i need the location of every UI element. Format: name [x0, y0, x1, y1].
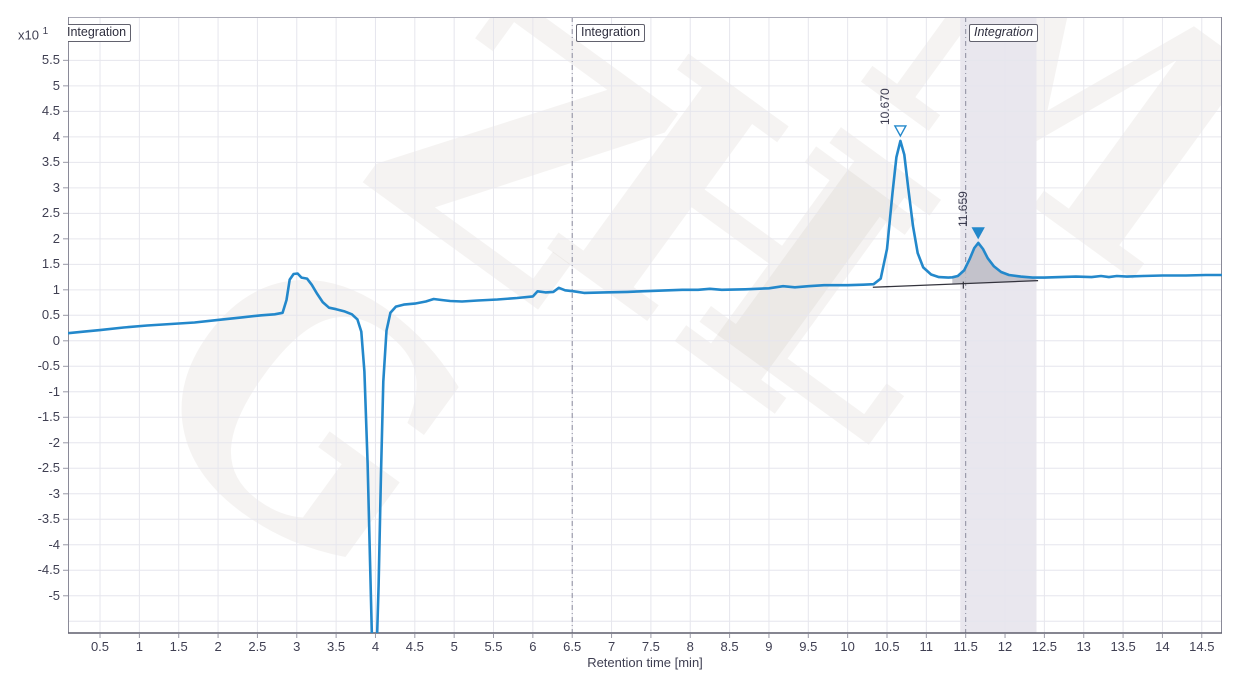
x-tick-label: 2.5	[248, 639, 267, 654]
x-tick-label: 2	[214, 639, 222, 654]
y-tick-label: 1.5	[41, 256, 60, 272]
x-tick-label: 8	[686, 639, 694, 654]
x-tick-label: 1	[135, 639, 143, 654]
y-tick-label: 5.5	[41, 52, 60, 68]
y-tick-label: -2.5	[37, 460, 60, 476]
x-tick-label: 7.5	[641, 639, 660, 654]
integration-region-label-2[interactable]: Integration	[576, 24, 646, 42]
y-tick-label: 1	[52, 281, 60, 297]
y-tick-label: 5	[52, 77, 60, 93]
x-tick-label: 3	[293, 639, 301, 654]
x-tick-label: 5.5	[484, 639, 503, 654]
x-tick-label: 4	[371, 639, 380, 654]
y-tick-label: -5	[48, 587, 60, 603]
y-tick-label: 4	[52, 128, 60, 144]
y-tick-label: -3	[48, 485, 60, 501]
y-tick-label: 0.5	[41, 307, 60, 323]
integration-region-annotations: Integration Integration Integration	[68, 17, 1222, 633]
y-tick-label: -1	[48, 383, 60, 399]
y-tick-label: 3	[52, 179, 60, 195]
y-tick-label: -4	[48, 536, 60, 552]
x-tick-label: 11.5	[953, 639, 978, 654]
x-axis-title: Retention time [min]	[587, 655, 703, 670]
integration-region-label-3[interactable]: Integration	[969, 24, 1039, 42]
peak-apex-marker-filled	[971, 227, 985, 240]
chromatogram-trace	[68, 139, 1222, 633]
shaded-integration-region	[960, 17, 1037, 633]
y-tick-label: 2	[52, 230, 60, 246]
x-tick-label: 9.5	[799, 639, 818, 654]
x-tick-label: 9	[765, 639, 773, 654]
peak-retention-time-label-1: 10.670	[878, 88, 893, 125]
y-tick-label: -0.5	[37, 358, 60, 374]
integration-baseline	[872, 279, 1039, 288]
x-tick-label: 3.5	[327, 639, 346, 654]
y-tick-label: -2	[48, 434, 60, 450]
y-tick-label: -4.5	[37, 562, 60, 578]
peak-retention-time-label-2: 11.659	[956, 191, 971, 227]
y-tick-label: 4.5	[41, 103, 60, 119]
x-tick-label: 12	[997, 639, 1013, 654]
y-tick-label: -3.5	[37, 511, 60, 527]
integrated-peak-area-fill	[952, 242, 1039, 285]
x-tick-label: 7	[607, 639, 616, 654]
integration-region-label-1[interactable]: Integration	[68, 24, 132, 42]
x-tick-label: 14	[1155, 639, 1170, 654]
x-tick-label: 6.5	[563, 639, 582, 654]
x-tick-label: 14.5	[1189, 639, 1215, 654]
x-tick-label: 12.5	[1031, 639, 1058, 654]
y-tick-label: 0	[52, 332, 60, 348]
y-tick-label: -1.5	[37, 409, 60, 425]
x-tick-label: 10.5	[874, 639, 900, 654]
x-tick-label: 11	[919, 639, 934, 654]
x-tick-label: 0.5	[90, 639, 110, 654]
x-tick-label: 13	[1076, 639, 1091, 654]
peak-apex-marker-open	[893, 125, 908, 138]
x-tick-label: 5	[450, 639, 458, 654]
x-tick-label: 8.5	[720, 639, 739, 654]
x-tick-label: 1.5	[169, 639, 188, 654]
y-tick-label: 3.5	[41, 154, 60, 170]
x-tick-label: 6	[529, 639, 537, 654]
x-tick-label: 10	[840, 639, 855, 654]
x-tick-label: 13.5	[1110, 639, 1136, 654]
y-tick-label: 2.5	[41, 205, 60, 221]
y-axis-scale-label: x10 1	[18, 26, 49, 43]
x-tick-label: 4.5	[405, 639, 424, 654]
